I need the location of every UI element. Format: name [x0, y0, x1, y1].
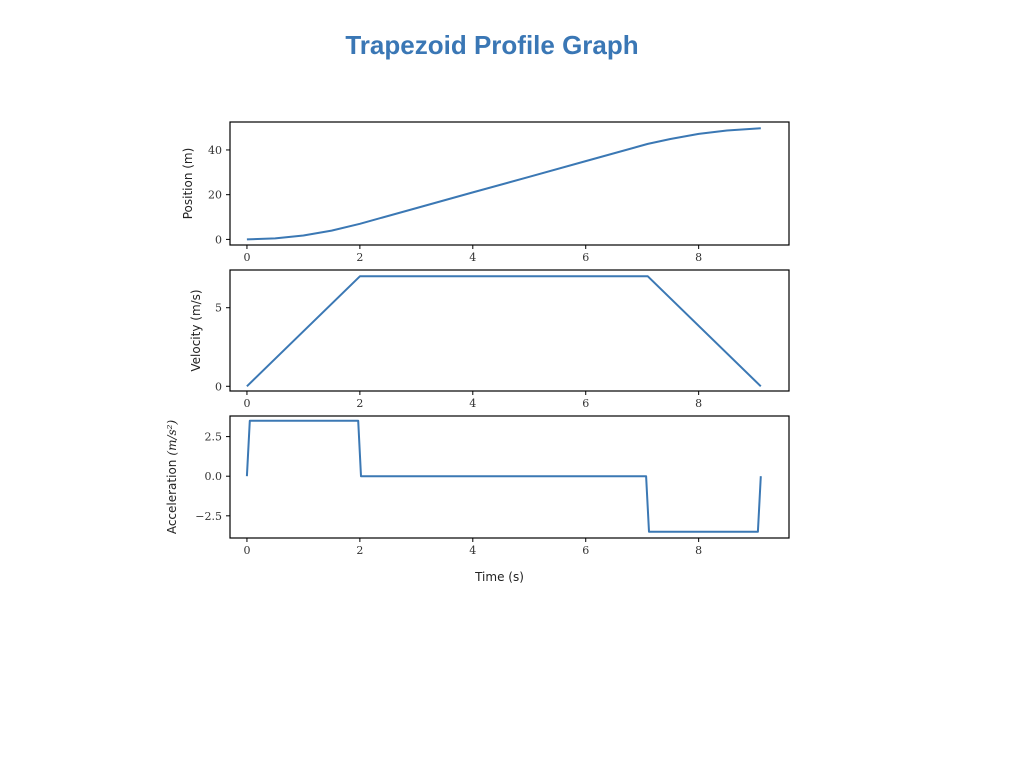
acceleration-xtick-label: 0 [243, 544, 250, 557]
position-ytick-label: 20 [208, 189, 222, 202]
acceleration-xtick-label: 8 [695, 544, 702, 557]
position-ytick-label: 40 [208, 144, 222, 157]
position-xtick-label: 8 [695, 251, 702, 264]
velocity-ylabel: Velocity (m/s) [189, 289, 203, 371]
position-ylabel: Position (m) [181, 148, 195, 220]
velocity-xtick-label: 4 [469, 397, 476, 410]
position-xtick-label: 0 [243, 251, 250, 264]
position-xtick-label: 6 [582, 251, 589, 264]
acceleration-ytick-label: 0.0 [205, 470, 223, 483]
velocity-xtick-label: 6 [582, 397, 589, 410]
velocity-panel: 0 2 4 6 8 0 5 Velocity (m/s) [189, 269, 790, 410]
position-xtick-label: 4 [469, 251, 476, 264]
position-series-line [246, 127, 761, 241]
velocity-xtick-label: 8 [695, 397, 702, 410]
acceleration-ylabel-text: Acceleration [165, 460, 179, 535]
position-plot-frame [229, 121, 790, 246]
acceleration-xtick-label: 2 [356, 544, 363, 557]
position-panel: 0 2 4 6 8 0 20 40 Position (m) [181, 121, 790, 264]
slide-title: Trapezoid Profile Graph [345, 30, 639, 60]
acceleration-ylabel: Acceleration (m/s²) [165, 420, 179, 535]
acceleration-panel: 0 2 4 6 8 2.5 0.0 −2.5 Acceleration (m/s²) Time (s… [165, 415, 790, 584]
velocity-ytick-label: 5 [215, 302, 222, 315]
acceleration-xlabel: Time (s) [474, 570, 524, 584]
acceleration-ytick-label: −2.5 [195, 510, 222, 523]
position-ytick-label: 0 [215, 233, 222, 246]
velocity-xtick-label: 2 [356, 397, 363, 410]
acceleration-xtick-label: 4 [469, 544, 476, 557]
acceleration-ylabel-units: (m/s²) [165, 420, 179, 456]
velocity-series-line [246, 275, 762, 388]
acceleration-series-line [245, 419, 762, 533]
velocity-ylabel-text: Velocity (m/s) [189, 289, 203, 371]
velocity-plot-frame [229, 269, 790, 392]
acceleration-plot-frame [229, 415, 790, 539]
position-ylabel-text: Position (m) [181, 148, 195, 220]
velocity-ytick-label: 0 [215, 380, 222, 393]
acceleration-xtick-label: 6 [582, 544, 589, 557]
position-xtick-label: 2 [356, 251, 363, 264]
velocity-xtick-label: 0 [243, 397, 250, 410]
acceleration-ytick-label: 2.5 [205, 431, 223, 444]
